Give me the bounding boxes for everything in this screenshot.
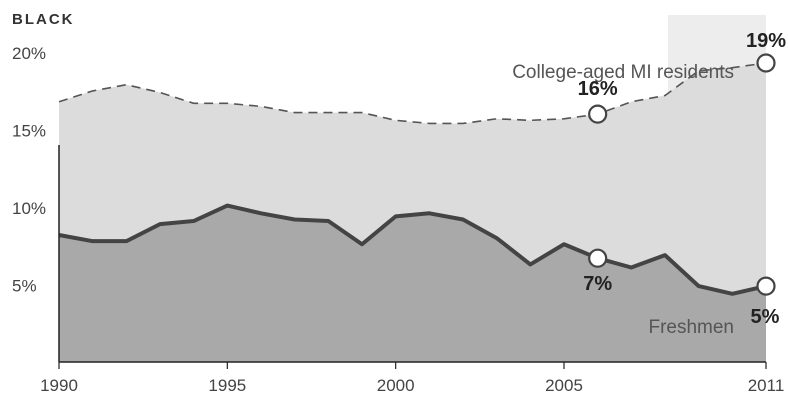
x-tick-label: 2011 [748,376,785,395]
data-label: 7% [583,273,612,295]
residents-series-label: College-aged MI residents [512,62,734,83]
data-label: 5% [751,306,780,328]
freshmen-series-label: Freshmen [648,317,734,338]
data-label: 16% [578,78,618,100]
y-tick-label: 10% [12,199,46,218]
x-tick-label: 2005 [545,376,583,395]
x-tick-label: 2000 [377,376,415,395]
data-label: 19% [746,30,786,52]
point-marker [756,53,776,73]
chart-title: BLACK [12,11,75,28]
y-tick-label: 5% [12,277,37,296]
x-tick-label: 1995 [208,376,246,395]
y-tick-label: 20% [12,44,46,63]
freshmen-area [59,205,766,362]
x-tick-label: 1990 [40,376,78,395]
point-marker [588,104,608,124]
y-tick-label: 15% [12,122,46,141]
residents-line [58,62,767,125]
freshmen-line [58,203,767,296]
point-marker [588,248,608,268]
point-marker [756,276,776,296]
